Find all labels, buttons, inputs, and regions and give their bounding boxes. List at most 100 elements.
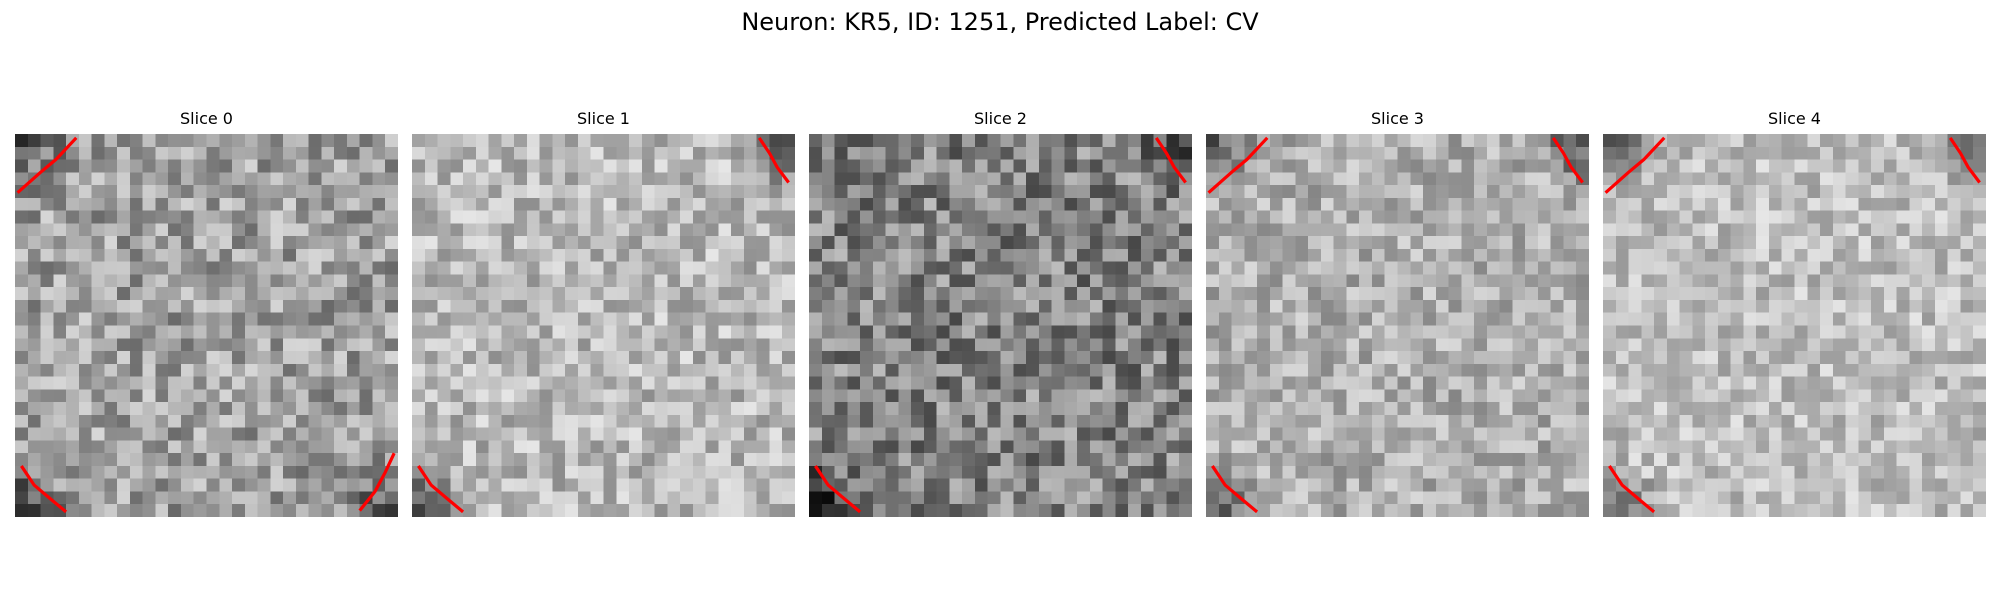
- pixel-cell: [680, 351, 694, 365]
- pixel-cell: [911, 134, 925, 148]
- pixel-cell: [1922, 440, 1936, 454]
- pixel-cell: [1359, 453, 1373, 467]
- pixel-cell: [488, 210, 502, 224]
- pixel-cell: [117, 389, 131, 403]
- pixel-cell: [872, 465, 886, 479]
- pixel-cell: [654, 465, 668, 479]
- pixel-cell: [667, 236, 681, 250]
- pixel-cell: [1474, 185, 1488, 199]
- pixel-cell: [1512, 159, 1526, 173]
- pixel-cell: [1269, 363, 1283, 377]
- pixel-cell: [860, 376, 874, 390]
- pixel-cell: [104, 146, 118, 160]
- pixel-cell: [1896, 465, 1910, 479]
- pixel-cell: [1410, 376, 1424, 390]
- pixel-cell: [1679, 146, 1693, 160]
- pixel-cell: [565, 414, 579, 428]
- pixel-cell: [155, 274, 169, 288]
- pixel-cell: [1474, 146, 1488, 160]
- pixel-cell: [885, 376, 899, 390]
- pixel-cell: [1641, 223, 1655, 237]
- pixel-cell: [1206, 236, 1220, 250]
- pixel-cell: [15, 504, 29, 517]
- pixel-cell: [206, 261, 220, 275]
- pixel-cell: [1550, 185, 1564, 199]
- pixel-cell: [974, 338, 988, 352]
- pixel-cell: [1909, 402, 1923, 416]
- pixel-cell: [1089, 274, 1103, 288]
- pixel-cell: [860, 453, 874, 467]
- pixel-cell: [1717, 351, 1731, 365]
- pixel-cell: [1166, 338, 1180, 352]
- pixel-cell: [1641, 210, 1655, 224]
- pixel-cell: [1077, 299, 1091, 313]
- pixel-cell: [1743, 453, 1757, 467]
- pixel-cell: [206, 440, 220, 454]
- pixel-cell: [1603, 491, 1617, 505]
- pixel-cell: [577, 223, 591, 237]
- pixel-cell: [1692, 351, 1706, 365]
- pixel-cell: [834, 261, 848, 275]
- pixel-cell: [1308, 274, 1322, 288]
- pixel-cell: [514, 453, 528, 467]
- pixel-cell: [603, 287, 617, 301]
- pixel-cell: [346, 427, 360, 441]
- pixel-cell: [1257, 146, 1271, 160]
- pixel-cell: [1333, 134, 1347, 148]
- pixel-cell: [91, 248, 105, 262]
- pixel-cell: [667, 185, 681, 199]
- pixel-cell: [270, 159, 284, 173]
- pixel-cell: [860, 223, 874, 237]
- pixel-cell: [552, 402, 566, 416]
- pixel-cell: [641, 325, 655, 339]
- pixel-cell: [437, 159, 451, 173]
- pixel-cell: [949, 248, 963, 262]
- pixel-cell: [1871, 197, 1885, 211]
- pixel-cell: [769, 325, 783, 339]
- pixel-cell: [270, 363, 284, 377]
- pixel-cell: [1550, 478, 1564, 492]
- pixel-cell: [1743, 299, 1757, 313]
- pixel-cell: [193, 491, 207, 505]
- pixel-cell: [244, 197, 258, 211]
- pixel-cell: [1089, 376, 1103, 390]
- pixel-cell: [847, 402, 861, 416]
- pixel-cell: [1397, 427, 1411, 441]
- pixel-cell: [756, 197, 770, 211]
- pixel-cell: [1615, 351, 1629, 365]
- pixel-cell: [359, 453, 373, 467]
- pixel-cell: [705, 478, 719, 492]
- pixel-cell: [1077, 453, 1091, 467]
- pixel-cell: [1807, 287, 1821, 301]
- pixel-cell: [1346, 299, 1360, 313]
- pixel-cell: [1231, 261, 1245, 275]
- pixel-cell: [1474, 287, 1488, 301]
- pixel-cell: [962, 465, 976, 479]
- pixel-cell: [1883, 185, 1897, 199]
- pixel-cell: [1537, 453, 1551, 467]
- pixel-cell: [1206, 427, 1220, 441]
- pixel-cell: [1973, 172, 1986, 186]
- pixel-cell: [1743, 504, 1757, 517]
- pixel-cell: [193, 440, 207, 454]
- pixel-cell: [1603, 427, 1617, 441]
- pixel-cell: [1845, 185, 1859, 199]
- pixel-cell: [1973, 134, 1986, 148]
- pixel-cell: [1013, 414, 1027, 428]
- pixel-cell: [1064, 299, 1078, 313]
- pixel-cell: [847, 287, 861, 301]
- pixel-cell: [219, 478, 233, 492]
- pixel-cell: [847, 312, 861, 326]
- pixel-cell: [782, 402, 795, 416]
- pixel-cell: [680, 236, 694, 250]
- pixel-cell: [1832, 363, 1846, 377]
- pixel-cell: [1051, 504, 1065, 517]
- pixel-cell: [1807, 376, 1821, 390]
- pixel-cell: [667, 478, 681, 492]
- pixel-cell: [1563, 223, 1577, 237]
- pixel-cell: [206, 236, 220, 250]
- pixel-cell: [1832, 465, 1846, 479]
- pixel-cell: [1140, 210, 1154, 224]
- pixel-cell: [718, 491, 732, 505]
- pixel-cell: [1794, 134, 1808, 148]
